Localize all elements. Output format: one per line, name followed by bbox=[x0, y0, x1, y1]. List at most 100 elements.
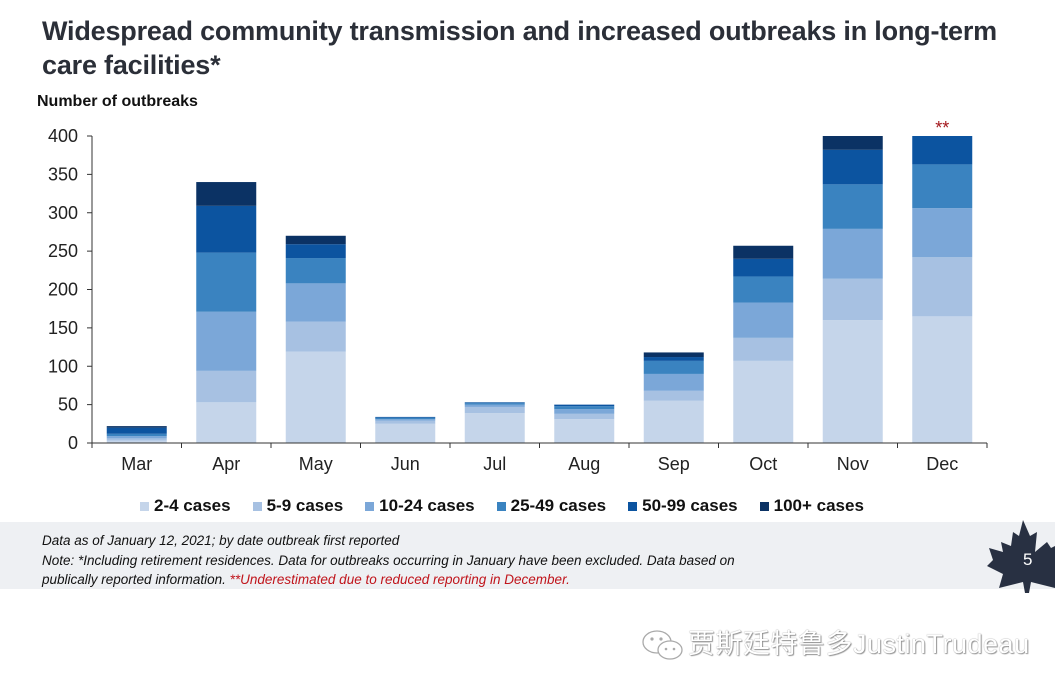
x-tick-label: Jul bbox=[483, 454, 506, 474]
bar-segment-aug-10-24-cases bbox=[554, 409, 615, 414]
bar-segment-may-100-cases bbox=[285, 235, 346, 245]
x-tick-label: Dec bbox=[926, 454, 958, 474]
bar-segment-aug-2-4-cases bbox=[554, 419, 615, 443]
bar-segment-sep-5-9-cases bbox=[643, 390, 704, 401]
bar-segment-may-25-49-cases bbox=[285, 258, 346, 284]
bar-segment-jun-25-49-cases bbox=[375, 417, 436, 420]
legend-label: 2-4 cases bbox=[154, 496, 231, 515]
x-tick-label: May bbox=[299, 454, 333, 474]
legend-label: 10-24 cases bbox=[379, 496, 475, 515]
legend-item: 10-24 cases bbox=[365, 496, 475, 516]
x-tick-label: Sep bbox=[658, 454, 690, 474]
y-tick-label: 350 bbox=[48, 164, 78, 184]
y-tick-label: 150 bbox=[48, 318, 78, 338]
footnote-note-end: publically reported information. bbox=[42, 572, 226, 587]
bar-segment-dec-2-4-cases bbox=[912, 316, 973, 443]
bar-segment-aug-25-49-cases bbox=[554, 406, 615, 410]
bar-segment-oct-50-99-cases bbox=[733, 258, 794, 277]
legend-swatch bbox=[252, 501, 262, 511]
y-tick-label: 200 bbox=[48, 280, 78, 300]
x-tick-label: Apr bbox=[212, 454, 240, 474]
bar-segment-dec-50-99-cases bbox=[912, 136, 973, 165]
footnote-date: Data as of January 12, 2021; by date out… bbox=[42, 533, 400, 548]
stacked-bar-chart: Mar Apr May Jun Jul Aug Sep Oct Nov Dec ** 0 50 100 15… bbox=[48, 118, 988, 474]
legend-label: 50-99 cases bbox=[642, 496, 738, 515]
bar-segment-jun-50-99-cases bbox=[375, 416, 436, 418]
bar-segment-nov-25-49-cases bbox=[822, 184, 883, 229]
legend-item: 2-4 cases bbox=[140, 496, 231, 516]
bar-segment-mar-25-49-cases bbox=[106, 433, 167, 437]
bar-segment-oct-25-49-cases bbox=[733, 276, 794, 303]
axes-group: Mar Apr May Jun Jul Aug Sep Oct Nov Dec ** 0 50 100 15… bbox=[48, 118, 988, 474]
x-tick-label: Aug bbox=[568, 454, 600, 474]
footer-band bbox=[0, 522, 1055, 589]
wechat-icon bbox=[642, 630, 683, 660]
bar-segment-sep-25-49-cases bbox=[643, 360, 704, 374]
y-tick-label: 50 bbox=[58, 395, 78, 415]
bar-segment-may-50-99-cases bbox=[285, 244, 346, 259]
bar-segment-mar-5-9-cases bbox=[106, 438, 167, 441]
bar-segment-aug-5-9-cases bbox=[554, 413, 615, 420]
bar-segment-oct-2-4-cases bbox=[733, 360, 794, 443]
bar-segment-jul-10-24-cases bbox=[464, 404, 525, 407]
legend-swatch bbox=[759, 501, 769, 511]
legend-item: 100+ cases bbox=[759, 496, 864, 516]
legend-label: 5-9 cases bbox=[266, 496, 344, 515]
bar-segment-apr-100-cases bbox=[196, 182, 257, 206]
bar-segment-may-10-24-cases bbox=[285, 283, 346, 322]
bar-segment-jul-5-9-cases bbox=[464, 406, 525, 414]
page-title: Widespread community transmission and in… bbox=[42, 16, 997, 80]
legend-label: 100+ cases bbox=[773, 496, 864, 515]
legend: 2-4 cases 5-9 cases 10-24 cases 25-49 cases… bbox=[140, 496, 864, 516]
legend-label: 25-49 cases bbox=[510, 496, 607, 515]
bar-segment-oct-5-9-cases bbox=[733, 337, 794, 361]
maple-leaf-icon bbox=[987, 520, 1055, 593]
bar-segment-apr-2-4-cases bbox=[196, 402, 257, 443]
y-axis-label: Number of outbreaks bbox=[37, 93, 198, 110]
bars-group bbox=[106, 136, 973, 443]
x-tick-label: Oct bbox=[749, 454, 777, 474]
x-tick-label: Mar bbox=[121, 454, 152, 474]
footnote: Data as of January 12, 2021; by date out… bbox=[42, 531, 735, 590]
bar-segment-sep-100-cases bbox=[643, 352, 704, 358]
bar-segment-apr-10-24-cases bbox=[196, 311, 257, 371]
x-tick-label: Jun bbox=[391, 454, 420, 474]
bar-segment-sep-50-99-cases bbox=[643, 357, 704, 361]
y-tick-label: 0 bbox=[68, 433, 78, 453]
bar-segment-dec-5-9-cases bbox=[912, 257, 973, 317]
bar-segment-may-2-4-cases bbox=[285, 351, 346, 443]
bar-segment-aug-50-99-cases bbox=[554, 404, 615, 407]
bar-segment-dec-10-24-cases bbox=[912, 208, 973, 258]
bar-segment-apr-25-49-cases bbox=[196, 252, 257, 312]
y-tick-label: 300 bbox=[48, 203, 78, 223]
bar-segment-oct-10-24-cases bbox=[733, 302, 794, 338]
bar-segment-nov-5-9-cases bbox=[822, 278, 883, 321]
bar-segment-sep-10-24-cases bbox=[643, 373, 704, 391]
bar-segment-oct-100-cases bbox=[733, 245, 794, 259]
bar-segment-mar-50-99-cases bbox=[106, 427, 167, 434]
legend-item: 5-9 cases bbox=[252, 496, 344, 516]
legend-swatch bbox=[628, 501, 638, 511]
bar-segment-nov-10-24-cases bbox=[822, 228, 883, 279]
footnote-underestimated: **Underestimated due to reduced reportin… bbox=[229, 572, 570, 587]
bar-segment-nov-2-4-cases bbox=[822, 320, 883, 443]
bar-segment-jun-2-4-cases bbox=[375, 423, 436, 443]
bar-segment-sep-2-4-cases bbox=[643, 400, 704, 443]
y-tick-label: 400 bbox=[48, 126, 78, 146]
legend-swatch bbox=[365, 501, 375, 511]
y-tick-label: 250 bbox=[48, 241, 78, 261]
legend-item: 25-49 cases bbox=[496, 496, 607, 516]
bar-segment-nov-50-99-cases bbox=[822, 149, 883, 185]
bar-segment-mar-2-4-cases bbox=[106, 440, 167, 443]
footnote-note: Note: *Including retirement residences. … bbox=[42, 552, 735, 568]
bar-segment-mar-100-cases bbox=[106, 426, 167, 428]
bar-segment-may-5-9-cases bbox=[285, 321, 346, 352]
bar-segment-jul-2-4-cases bbox=[464, 413, 525, 443]
bar-segment-jul-25-49-cases bbox=[464, 403, 525, 405]
bar-segment-dec-25-49-cases bbox=[912, 164, 973, 209]
bar-segment-jun-5-9-cases bbox=[375, 420, 436, 424]
watermark-text: 贾斯廷特鲁多JustinTrudeau bbox=[688, 629, 1030, 659]
bar-segment-jun-10-24-cases bbox=[375, 419, 436, 421]
legend-swatch bbox=[496, 501, 506, 511]
bar-segment-apr-50-99-cases bbox=[196, 205, 257, 253]
